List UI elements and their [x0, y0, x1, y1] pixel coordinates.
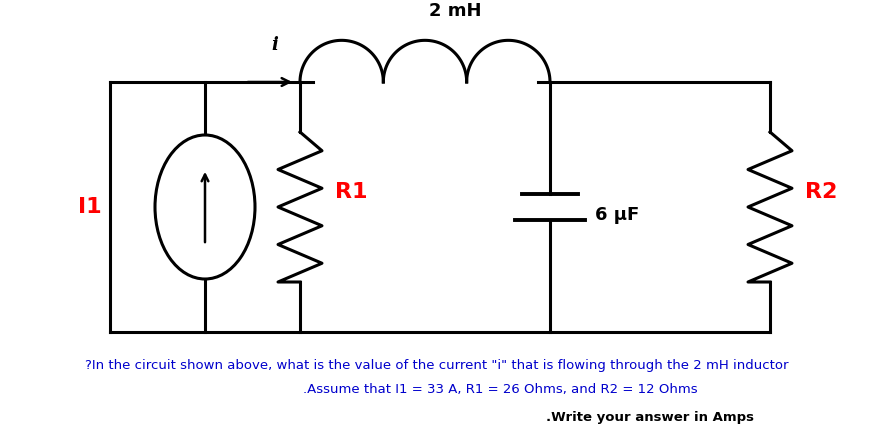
Text: i: i [272, 36, 278, 54]
Ellipse shape [155, 135, 255, 279]
Text: .Assume that I1 = 33 A, R1 = 26 Ohms, and R2 = 12 Ohms: .Assume that I1 = 33 A, R1 = 26 Ohms, an… [303, 384, 698, 396]
Text: I1: I1 [79, 197, 102, 217]
Text: ?In the circuit shown above, what is the value of the current "i" that is flowin: ?In the circuit shown above, what is the… [85, 358, 788, 371]
Text: R2: R2 [805, 182, 837, 202]
Text: 2 mH: 2 mH [429, 2, 481, 21]
Text: .Write your answer in Amps: .Write your answer in Amps [546, 410, 754, 423]
Text: R1: R1 [335, 182, 368, 202]
Text: 6 μF: 6 μF [595, 206, 639, 224]
